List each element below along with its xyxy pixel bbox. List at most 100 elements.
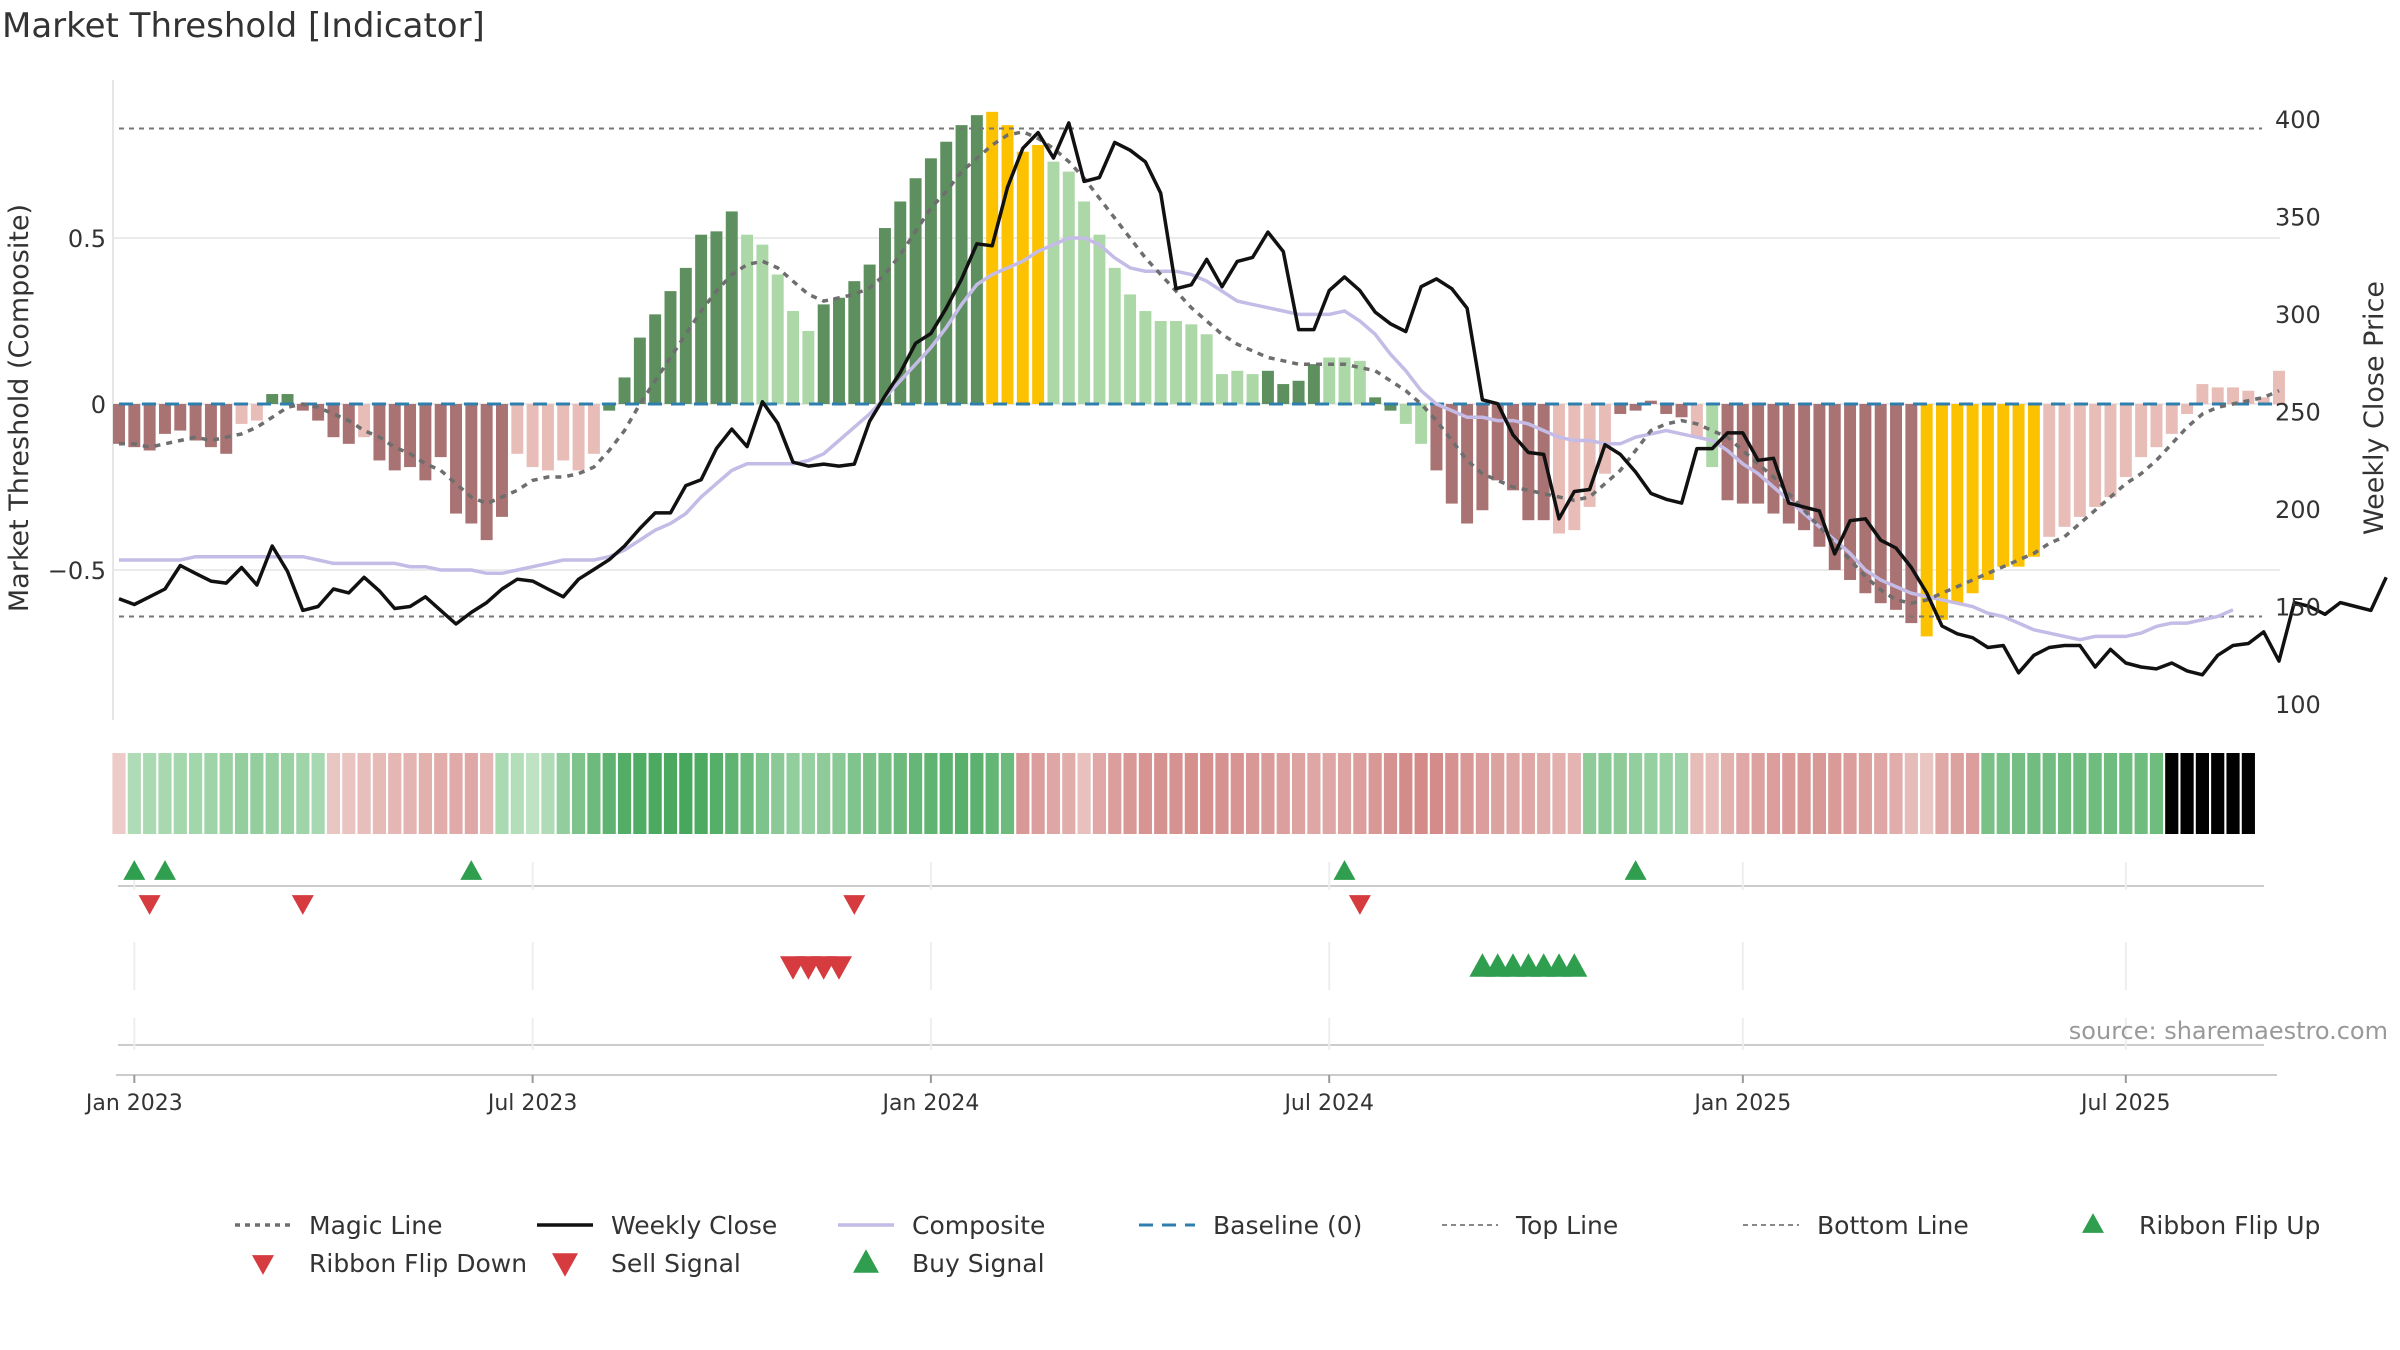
y2-tick-label: 350 [2275, 204, 2321, 232]
composite-bar [1598, 404, 1611, 474]
composite-line [119, 236, 2234, 642]
composite-bar [587, 404, 600, 454]
composite-bar [1185, 324, 1198, 404]
y-tick-label: −0.5 [48, 557, 106, 585]
composite-bar [1476, 404, 1489, 511]
y-axis-label: Market Threshold (Composite) [4, 204, 35, 612]
composite-bar [2012, 404, 2025, 567]
composite-bar [373, 404, 386, 461]
composite-bar [1415, 404, 1428, 444]
ribbon-cell [1291, 753, 1306, 834]
composite-bar [649, 314, 662, 404]
legend-item-top: Top Line [1442, 1211, 1618, 1240]
composite-bar [710, 231, 723, 404]
composite-bar [189, 404, 202, 441]
composite-bar [2043, 404, 2056, 537]
ribbon-cell [2057, 753, 2072, 834]
ribbon-cell [1429, 753, 1444, 834]
ribbon-cell [2073, 753, 2087, 834]
ribbon-cell [1598, 753, 1612, 834]
composite-bar [1568, 404, 1581, 531]
composite-bar [2027, 404, 2040, 557]
y2-tick-label: 250 [2275, 399, 2321, 427]
composite-bar [358, 404, 371, 438]
composite-bar [496, 404, 508, 517]
x-tick-label: Jan 2023 [84, 1091, 183, 1116]
ribbon-cell [1644, 753, 1658, 834]
legend-label: Ribbon Flip Up [2139, 1211, 2320, 1240]
y2-tick-label: 150 [2275, 594, 2321, 622]
ribbon-cell [1506, 753, 1520, 834]
composite-bar [1246, 374, 1259, 404]
ribbon-cell [2180, 753, 2194, 834]
composite-bar [1399, 404, 1412, 424]
composite-bar [1216, 374, 1228, 404]
ribbon-cell [1399, 753, 1413, 834]
ribbon-cell [127, 753, 141, 834]
ribbon-cell [1904, 753, 1918, 834]
ribbon-cell [2011, 753, 2026, 834]
composite-bar [2242, 390, 2255, 404]
ribbon-flip-down-marker [843, 895, 866, 915]
composite-bar [2181, 404, 2194, 414]
composite-bar [1690, 404, 1703, 438]
composite-bar [434, 404, 447, 458]
ribbon-cell [1935, 753, 1949, 834]
legend-label: Top Line [1515, 1211, 1618, 1240]
composite-bar [1507, 404, 1520, 491]
legend-label: Bottom Line [1817, 1211, 1969, 1240]
legend-item-baseline: Baseline (0) [1139, 1211, 1362, 1240]
composite-bar [1844, 404, 1857, 580]
composite-bar [572, 404, 585, 471]
composite-bar [2273, 370, 2285, 404]
legend-item-composite: Composite [838, 1211, 1045, 1240]
ribbon-cell [1996, 753, 2010, 834]
composite-bar [970, 115, 983, 404]
ribbon-cell [1629, 753, 1643, 834]
ribbon-cell [832, 753, 846, 834]
ribbon-cell [1246, 753, 1260, 834]
ribbon-cell [2103, 753, 2118, 834]
legend-label: Baseline (0) [1213, 1211, 1362, 1240]
composite-bar [1353, 360, 1366, 404]
ribbon-cell [1154, 753, 1168, 834]
ribbon-cell [1383, 753, 1398, 834]
ribbon-cell [2165, 753, 2179, 834]
composite-bar [1384, 404, 1397, 411]
ribbon-cell [112, 753, 126, 834]
legend-item-flipdown: Ribbon Flip Down [252, 1249, 527, 1278]
composite-bar [557, 404, 570, 461]
ribbon-cell [2211, 753, 2225, 834]
legend-item-sell: Sell Signal [552, 1249, 741, 1278]
y2-axis-label: Weekly Close Price [2359, 281, 2390, 535]
composite-bar [526, 404, 539, 468]
ribbon-cell [1705, 753, 1719, 834]
composite-bar [1323, 357, 1336, 404]
composite-bar [2211, 387, 2224, 404]
ribbon-cell [1169, 753, 1183, 834]
composite-bar [113, 404, 125, 444]
composite-bar [1920, 404, 1933, 637]
composite-bar [1277, 384, 1290, 404]
composite-bar [986, 111, 999, 404]
x-tick-label: Jul 2023 [486, 1091, 578, 1116]
composite-bar [1629, 404, 1642, 411]
ribbon-cell [1690, 753, 1704, 834]
legend-label: Weekly Close [611, 1211, 777, 1240]
ribbon-cell [1797, 753, 1811, 834]
ribbon-cell [694, 753, 708, 834]
composite-bar [404, 404, 417, 468]
ribbon-cell [1537, 753, 1551, 834]
ribbon-cell [1920, 753, 1934, 834]
ribbon-cell [1322, 753, 1336, 834]
ribbon-cell [970, 753, 984, 834]
ribbon-cell [1184, 753, 1198, 834]
ribbon-cell [326, 753, 341, 834]
ribbon-cell [863, 753, 877, 834]
composite-bar [1966, 404, 1979, 594]
composite-bar [894, 201, 907, 404]
ribbon-cell [909, 753, 923, 834]
ribbon-flip-up-marker [1333, 860, 1356, 880]
legend-label: Buy Signal [912, 1249, 1045, 1278]
ribbon-cell [1138, 753, 1152, 834]
